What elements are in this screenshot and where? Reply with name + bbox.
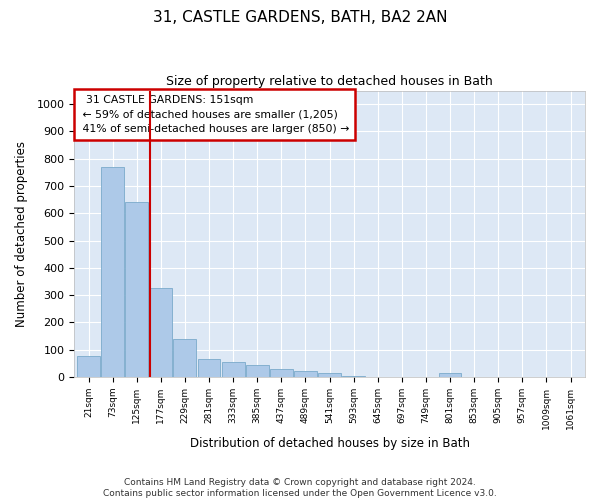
Bar xyxy=(439,372,461,377)
Bar xyxy=(294,372,317,377)
Bar xyxy=(318,372,341,377)
Text: 31, CASTLE GARDENS, BATH, BA2 2AN: 31, CASTLE GARDENS, BATH, BA2 2AN xyxy=(153,10,447,25)
Bar xyxy=(246,364,269,377)
Text: Contains HM Land Registry data © Crown copyright and database right 2024.
Contai: Contains HM Land Registry data © Crown c… xyxy=(103,478,497,498)
Y-axis label: Number of detached properties: Number of detached properties xyxy=(15,140,28,326)
Bar xyxy=(101,167,124,377)
Bar xyxy=(125,202,148,377)
Bar xyxy=(149,288,172,377)
Text: 31 CASTLE GARDENS: 151sqm  
 ← 59% of detached houses are smaller (1,205)
 41% o: 31 CASTLE GARDENS: 151sqm ← 59% of detac… xyxy=(79,95,350,134)
X-axis label: Distribution of detached houses by size in Bath: Distribution of detached houses by size … xyxy=(190,437,470,450)
Bar xyxy=(270,368,293,377)
Bar xyxy=(197,359,220,377)
Bar xyxy=(342,376,365,377)
Bar xyxy=(173,338,196,377)
Title: Size of property relative to detached houses in Bath: Size of property relative to detached ho… xyxy=(166,75,493,88)
Bar xyxy=(77,356,100,377)
Bar xyxy=(221,362,245,377)
